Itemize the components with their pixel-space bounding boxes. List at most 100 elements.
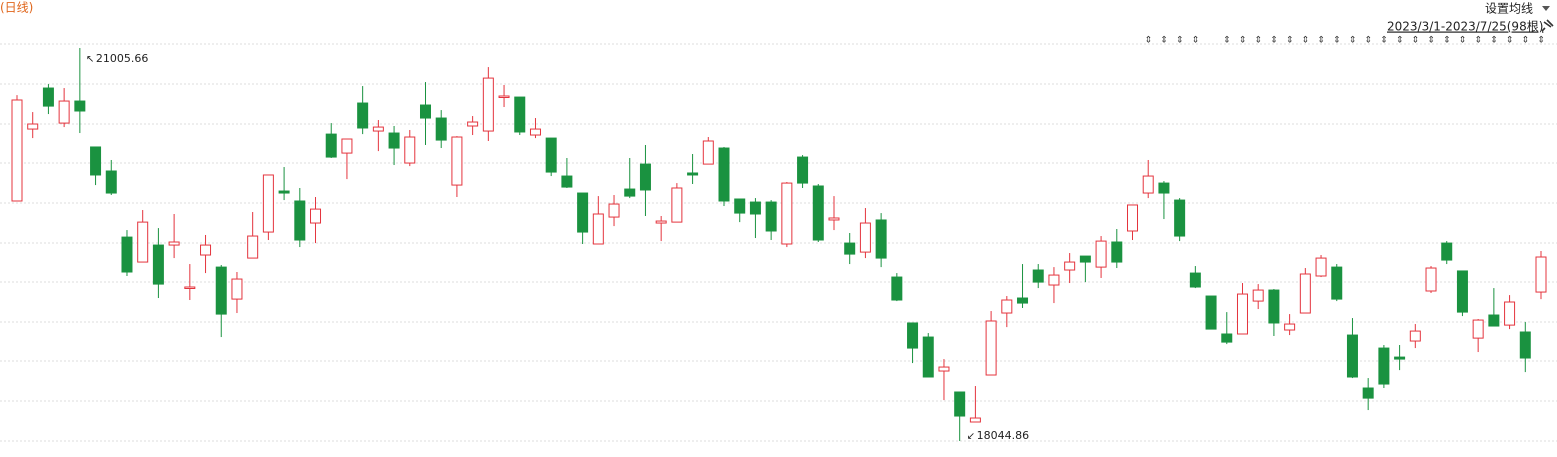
candle-body — [1284, 323, 1296, 331]
max-annotation: 21005.66 — [96, 52, 149, 65]
candle-body — [357, 102, 369, 129]
ma-marker-icon: ⇕ — [1506, 36, 1514, 46]
candle — [1252, 284, 1264, 310]
candle — [419, 82, 431, 145]
candle — [1472, 318, 1484, 353]
dropdown-icon[interactable] — [1542, 6, 1550, 11]
date-range[interactable]: 2023/3/1-2023/7/25(98根) — [1387, 20, 1543, 34]
candle — [1158, 181, 1170, 220]
candle — [671, 183, 683, 223]
candle-body — [168, 241, 180, 246]
candle-body — [325, 133, 337, 158]
candle — [1142, 159, 1154, 199]
candle — [1079, 255, 1091, 283]
candle-body — [639, 163, 651, 191]
candle-body — [624, 188, 636, 197]
candle-body — [1142, 175, 1154, 194]
pin-icon[interactable] — [1541, 19, 1554, 32]
ma-marker-icon: ⇕ — [1364, 36, 1372, 46]
period-label: (日线) — [0, 1, 33, 15]
candle-body — [215, 266, 227, 315]
ma-marker-icon: ⇕ — [1396, 36, 1404, 46]
candle-body — [341, 138, 353, 154]
candle — [74, 48, 86, 134]
ma-marker-icon: ⇕ — [1349, 36, 1357, 46]
candle — [828, 196, 840, 231]
candle — [608, 195, 620, 227]
candle-body — [1346, 334, 1358, 378]
candle-body — [985, 320, 997, 376]
candle — [702, 137, 714, 165]
grid — [0, 43, 1557, 442]
candle — [262, 174, 274, 241]
candle-body — [938, 366, 950, 372]
candle — [90, 146, 102, 186]
candle-body — [184, 286, 196, 290]
candle-body — [529, 128, 541, 136]
candle — [891, 273, 903, 302]
ma-marker-icon: ⇕ — [1192, 36, 1200, 46]
candle — [687, 154, 699, 185]
candle — [372, 120, 384, 152]
candle-body — [278, 190, 290, 194]
candle — [1111, 229, 1123, 269]
candle-body — [419, 104, 431, 119]
ma-marker-icon: ⇕ — [1412, 36, 1420, 46]
candle-body — [797, 156, 809, 184]
candle-body — [404, 136, 416, 164]
ma-marker-icon: ⇕ — [1427, 36, 1435, 46]
candle-body — [765, 201, 777, 232]
candle — [875, 213, 887, 268]
candle-body — [655, 220, 667, 224]
candle-body — [152, 244, 164, 285]
candle — [404, 129, 416, 167]
candle-body — [1174, 199, 1186, 237]
ma-marker-icon: ⇕ — [1459, 36, 1467, 46]
candle — [907, 322, 919, 364]
min-annotation: 18044.86 — [977, 429, 1030, 442]
candle — [749, 198, 761, 239]
candle-body — [27, 123, 39, 130]
candle-body — [1221, 333, 1233, 343]
candle — [137, 210, 149, 263]
candle — [545, 137, 557, 177]
candle — [1174, 198, 1186, 242]
candle — [1519, 322, 1531, 373]
candle — [498, 84, 510, 108]
candle-body — [372, 126, 384, 132]
candle-body — [231, 278, 243, 300]
ma-marker-icon: ⇕ — [1160, 36, 1168, 46]
candle-body — [1236, 293, 1248, 335]
ma-marker-icon: ⇕ — [1239, 36, 1247, 46]
candle-body — [42, 87, 54, 107]
ma-marker-icon: ⇕ — [1537, 36, 1545, 46]
candle — [577, 192, 589, 245]
candle — [1504, 295, 1516, 330]
arrow-icon: ↙ — [967, 431, 975, 442]
ma-marker-icon: ⇕ — [1490, 36, 1498, 46]
candle — [639, 144, 651, 216]
candle — [514, 96, 526, 136]
candle — [1425, 266, 1437, 293]
candle-body — [1488, 314, 1500, 327]
candle-body — [137, 221, 149, 263]
candle-body — [1409, 330, 1421, 342]
candle-body — [514, 96, 526, 133]
candle — [168, 214, 180, 259]
ma-setting-button[interactable]: 设置均线 — [1485, 2, 1533, 16]
candle — [152, 228, 164, 299]
candle-body — [1017, 297, 1029, 304]
candle — [200, 234, 212, 274]
candle — [781, 182, 793, 248]
candle — [1221, 312, 1233, 345]
candle-body — [451, 136, 463, 186]
candle-body — [749, 201, 761, 215]
candle — [561, 157, 573, 188]
candle-body — [1472, 319, 1484, 339]
candle — [121, 230, 133, 276]
candle-body — [1205, 295, 1217, 330]
candle-body — [200, 244, 212, 256]
candle — [11, 95, 23, 202]
candle-body — [875, 219, 887, 259]
